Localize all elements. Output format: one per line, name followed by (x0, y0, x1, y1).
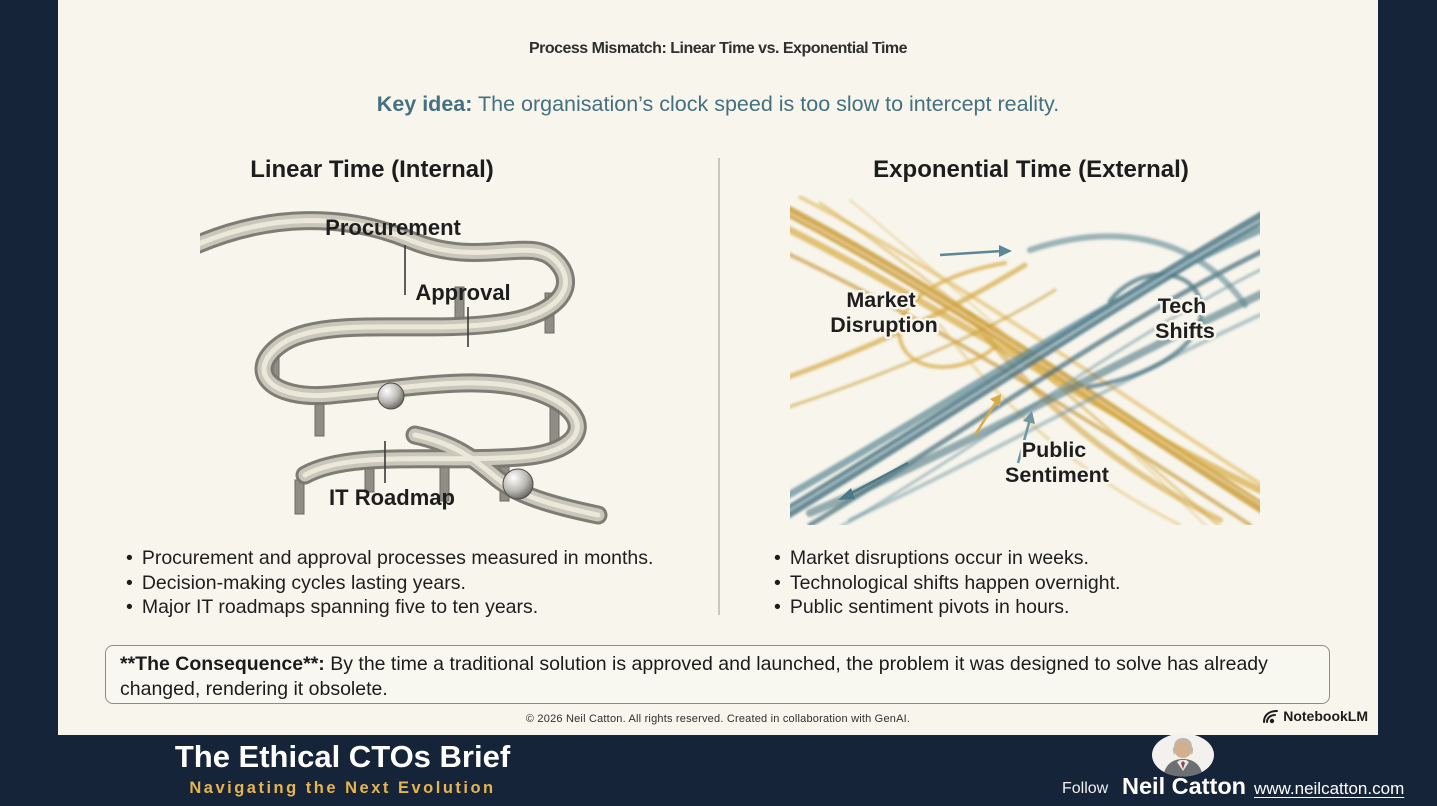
column-divider (718, 158, 720, 615)
follow-label: Follow (1062, 780, 1109, 797)
list-item: Major IT roadmaps spanning five to ten y… (126, 595, 716, 620)
list-item: Market disruptions occur in weeks. (774, 546, 1344, 571)
it-roadmap-label: IT Roadmap (329, 485, 455, 510)
slide: Process Mismatch: Linear Time vs. Expone… (58, 0, 1378, 735)
list-item: Procurement and approval processes measu… (126, 546, 716, 571)
slide-subtitle: Key idea: The organisation’s clock speed… (58, 92, 1378, 117)
procurement-label: Procurement (325, 215, 461, 240)
notebooklm-label: NotebookLM (1283, 708, 1368, 724)
list-item: Decision-making cycles lasting years. (126, 571, 716, 596)
label-leader-lines (384, 245, 469, 483)
market-disruption-label: Market Disruption (830, 288, 938, 337)
consequence-label: **The Consequence**: (120, 653, 325, 675)
approval-label: Approval (415, 280, 510, 305)
author-name: Neil Catton (1122, 773, 1247, 799)
linear-time-roadmap-illustration: Procurement Approval IT Roadmap (200, 211, 608, 525)
slide-title: Process Mismatch: Linear Time vs. Expone… (528, 40, 908, 57)
notebooklm-attribution: NotebookLM (1262, 708, 1368, 724)
exponential-time-bullet-list: Market disruptions occur in weeks. Techn… (774, 546, 1344, 620)
tech-shifts-label: Tech Shifts (1155, 294, 1215, 343)
consequence-text: By the time a traditional solution is ap… (120, 653, 1268, 700)
subtitle-text: The organisation’s clock speed is too sl… (472, 92, 1060, 116)
streak-group (790, 195, 1260, 525)
winding-track (200, 211, 608, 525)
list-item: Technological shifts happen overnight. (774, 571, 1344, 596)
consequence-callout-box: **The Consequence**: By the time a tradi… (105, 645, 1330, 704)
website-link[interactable]: www.neilcatton.com (1254, 779, 1405, 798)
direction-arrows (838, 245, 1035, 500)
brand-title: The Ethical CTOs Brief (174, 739, 511, 774)
notebooklm-icon (1263, 709, 1279, 723)
right-column-heading: Exponential Time (External) (873, 156, 1189, 183)
marble-ball-middle (377, 382, 405, 410)
author-avatar (1152, 733, 1214, 777)
linear-time-bullet-list: Procurement and approval processes measu… (126, 546, 716, 620)
marble-ball-bottom (502, 468, 534, 500)
public-sentiment-label: Public Sentiment (1005, 438, 1109, 487)
brand-tagline: Navigating the Next Evolution (189, 779, 496, 797)
left-column-heading: Linear Time (Internal) (250, 156, 494, 183)
exponential-time-streaks-illustration: Market Disruption Tech Shifts Public Sen… (790, 195, 1260, 525)
list-item: Public sentiment pivots in hours. (774, 595, 1344, 620)
copyright-line: © 2026 Neil Catton. All rights reserved.… (525, 713, 911, 725)
subtitle-key-idea-label: Key idea: (376, 92, 473, 116)
